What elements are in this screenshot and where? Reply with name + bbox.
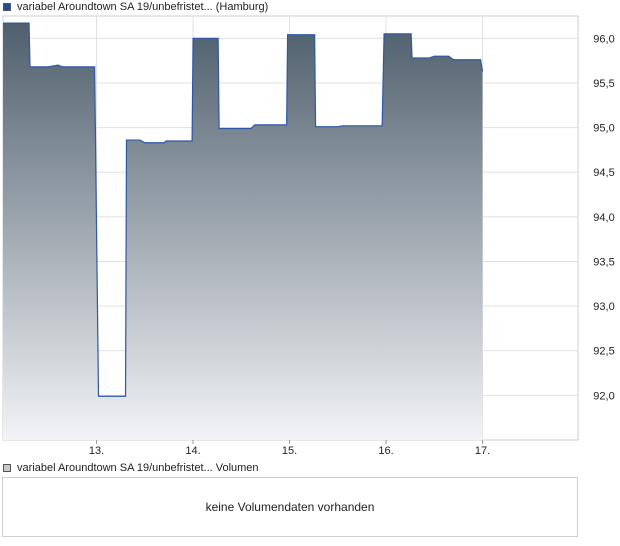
x-tick-label: 15. (282, 445, 297, 457)
volume-legend: variabel Aroundtown SA 19/unbefristet...… (3, 461, 259, 475)
y-tick-label: 95,5 (593, 78, 614, 90)
x-tick-label: 13. (89, 445, 104, 457)
volume-legend-swatch (3, 464, 11, 472)
price-legend: variabel Aroundtown SA 19/unbefristet...… (3, 0, 268, 14)
price-chart: 92,0 92,5 93,0 93,5 94,0 94,5 95,0 95,5 96,0 13. 1… (2, 15, 615, 457)
volume-empty-message: keine Volumendaten vorhanden (205, 500, 375, 514)
price-area (3, 23, 483, 440)
y-tick-label: 93,5 (593, 256, 614, 268)
y-tick-label: 92,0 (593, 390, 614, 402)
x-tick-label: 14. (185, 445, 200, 457)
y-tick-label: 95,0 (593, 123, 614, 135)
y-tick-label: 94,0 (593, 212, 614, 224)
x-tick-label: 17. (475, 445, 490, 457)
x-tick-label: 16. (378, 445, 393, 457)
price-legend-label: variabel Aroundtown SA 19/unbefristet...… (17, 1, 269, 13)
volume-legend-label: variabel Aroundtown SA 19/unbefristet...… (17, 462, 259, 474)
y-tick-label: 96,0 (593, 33, 614, 45)
y-tick-label: 92,5 (593, 346, 614, 358)
y-tick-label: 94,5 (593, 167, 614, 179)
price-legend-swatch (3, 3, 11, 11)
volume-panel: keine Volumendaten vorhanden (2, 477, 578, 537)
price-line (3, 22, 484, 397)
y-tick-label: 93,0 (593, 301, 614, 313)
